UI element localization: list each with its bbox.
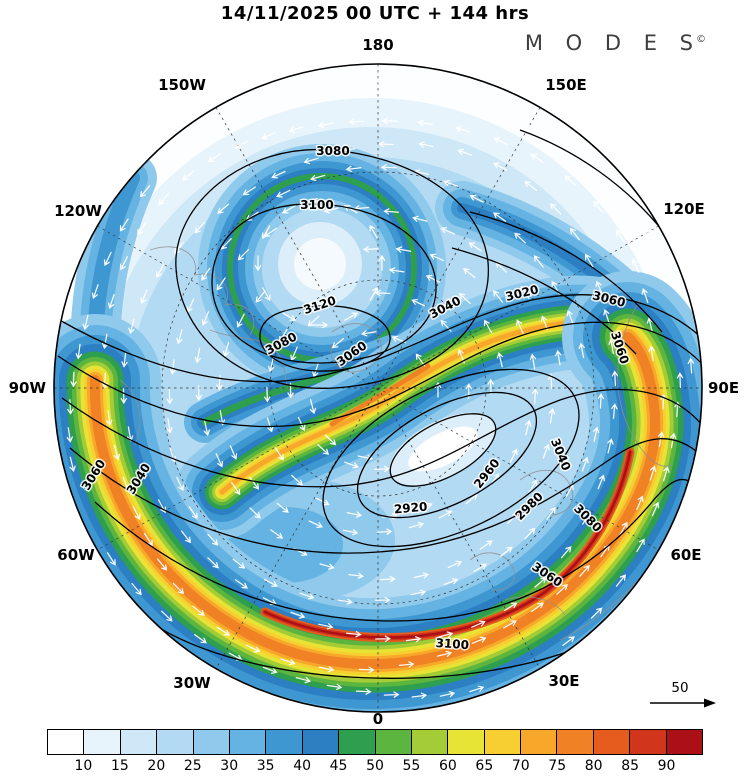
lon-label-120w: 120W: [54, 202, 102, 220]
lon-label-60e: 60E: [670, 546, 701, 564]
wind-vector-arrows: [66, 76, 695, 699]
colorbar-cell: [157, 730, 194, 754]
modes-logo-mark: ©: [696, 34, 706, 45]
colorbar-tick: 65: [475, 758, 494, 774]
colorbar-tick: 25: [183, 758, 202, 774]
colorbar-cell: [484, 730, 522, 754]
colorbar-tick: 60: [438, 758, 457, 774]
lon-label-90w: 90W: [9, 379, 47, 397]
colorbar-cell: [411, 730, 449, 754]
reference-arrow-head: [704, 698, 716, 708]
graticule: [54, 64, 702, 712]
colorbar-tick: 30: [220, 758, 239, 774]
colorbar-cell: [448, 730, 485, 754]
contour-label: 3100: [435, 636, 469, 652]
colorbar-tick: 90: [657, 758, 676, 774]
lon-label-180: 180: [362, 36, 393, 54]
contour-label: 3080: [316, 144, 349, 158]
colorbar-cell: [302, 730, 340, 754]
colorbar-tick: 35: [256, 758, 275, 774]
colorbar-tick: 45: [329, 758, 348, 774]
contour-line: [451, 247, 637, 355]
contour-line: [211, 203, 437, 364]
colorbar-tick: 40: [293, 758, 312, 774]
colorbar-tick: 70: [511, 758, 530, 774]
colorbar-tick: 85: [621, 758, 640, 774]
lon-label-30e: 30E: [548, 672, 579, 690]
colorbar-cell: [120, 730, 158, 754]
lon-label-90e: 90E: [708, 379, 739, 397]
contour-line: [469, 211, 663, 333]
longitude-labels: 180 150W 150E 120W 120E 90W 90E 60W 60E …: [9, 36, 740, 728]
colorbar-tick: 55: [402, 758, 421, 774]
contour-line: [69, 438, 702, 554]
coastlines: [119, 246, 673, 641]
colorbar-tick: 80: [584, 758, 603, 774]
colorbar-cell: [666, 730, 703, 754]
reference-arrow-label: 50: [671, 680, 688, 696]
colorbar-cell: [630, 730, 667, 754]
lon-label-30w: 30W: [173, 674, 211, 692]
colorbar-tick: 50: [366, 758, 384, 774]
colorbar-cell: [521, 730, 558, 754]
lon-label-0: 0: [373, 710, 383, 728]
colorbar-cell: [557, 730, 594, 754]
contour-line: [55, 294, 702, 383]
contour-line: [259, 305, 391, 372]
colorbar-ticks: 10 15 20 25 30 35 40 45 50 55 60 65 70 75 80 85 90: [47, 758, 703, 776]
contour-line: [57, 321, 702, 428]
height-contours: [55, 129, 702, 679]
lon-label-60w: 60W: [57, 546, 95, 564]
colorbar-tick: 75: [548, 758, 567, 774]
contour-label: 2920: [393, 500, 427, 517]
polar-map: 3080 3100 3120 3080 3060 3040 3020 3060 …: [9, 36, 740, 728]
reference-arrow: 50: [650, 680, 716, 708]
colorbar-cell: [84, 730, 121, 754]
colorbar-cell: [48, 730, 85, 754]
colorbar-cell: [339, 730, 376, 754]
contour-line: [94, 478, 701, 622]
page-title: 14/11/2025 00 UTC + 144 hrs: [220, 3, 530, 24]
colorbar-cell: [193, 730, 230, 754]
lon-label-150e: 150E: [545, 76, 587, 94]
contour-line: [322, 368, 580, 548]
colorbar-cell: [266, 730, 303, 754]
colorbar-cell: [593, 730, 631, 754]
contour-line: [519, 129, 663, 231]
lon-label-150w: 150W: [158, 76, 206, 94]
contour-label: 3100: [300, 198, 333, 212]
colorbar-tick: 20: [147, 758, 166, 774]
colorbar: [47, 729, 703, 755]
lon-label-120e: 120E: [663, 200, 705, 218]
map-boundary: [53, 63, 703, 713]
contour-line: [175, 148, 489, 389]
contour-line: [61, 389, 702, 488]
colorbar-cell: [375, 730, 412, 754]
modes-logo-text: M O D E S: [524, 31, 701, 55]
colorbar-tick: 10: [74, 758, 93, 774]
colorbar-cell: [229, 730, 267, 754]
modes-logo: M O D E S©: [525, 31, 706, 55]
colorbar-tick: 15: [110, 758, 129, 774]
contour-line: [356, 391, 538, 519]
